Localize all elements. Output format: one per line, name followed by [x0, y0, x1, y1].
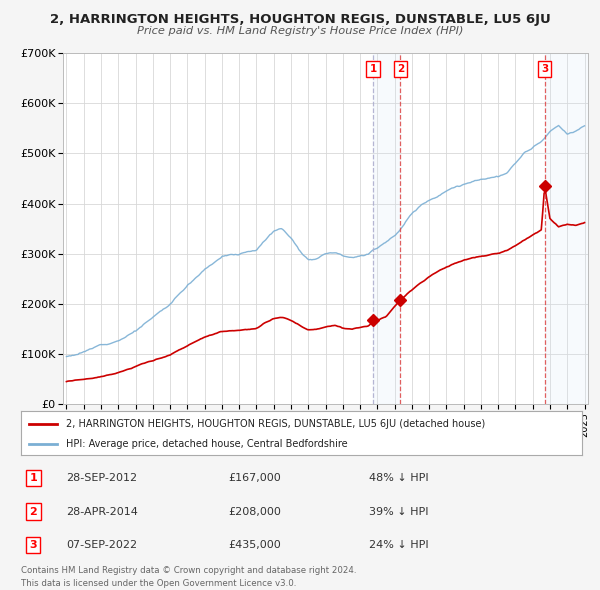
- Text: HPI: Average price, detached house, Central Bedfordshire: HPI: Average price, detached house, Cent…: [66, 438, 347, 448]
- Bar: [373, 53, 400, 404]
- Text: 39% ↓ HPI: 39% ↓ HPI: [369, 507, 428, 516]
- Text: £208,000: £208,000: [229, 507, 281, 516]
- Text: £167,000: £167,000: [229, 473, 281, 483]
- Text: 2, HARRINGTON HEIGHTS, HOUGHTON REGIS, DUNSTABLE, LU5 6JU (detached house): 2, HARRINGTON HEIGHTS, HOUGHTON REGIS, D…: [66, 419, 485, 428]
- Text: 2: 2: [29, 507, 37, 516]
- Text: Contains HM Land Registry data © Crown copyright and database right 2024.: Contains HM Land Registry data © Crown c…: [21, 566, 356, 575]
- Text: This data is licensed under the Open Government Licence v3.0.: This data is licensed under the Open Gov…: [21, 579, 296, 588]
- Text: 28-SEP-2012: 28-SEP-2012: [66, 473, 137, 483]
- Text: 3: 3: [541, 64, 548, 74]
- Text: 3: 3: [29, 540, 37, 550]
- Text: 2: 2: [397, 64, 404, 74]
- Text: 07-SEP-2022: 07-SEP-2022: [66, 540, 137, 550]
- Text: 1: 1: [370, 64, 377, 74]
- Text: 2, HARRINGTON HEIGHTS, HOUGHTON REGIS, DUNSTABLE, LU5 6JU: 2, HARRINGTON HEIGHTS, HOUGHTON REGIS, D…: [50, 13, 550, 26]
- Text: £435,000: £435,000: [229, 540, 281, 550]
- Text: Price paid vs. HM Land Registry's House Price Index (HPI): Price paid vs. HM Land Registry's House …: [137, 26, 463, 36]
- Text: 48% ↓ HPI: 48% ↓ HPI: [369, 473, 428, 483]
- Bar: [545, 53, 590, 404]
- Text: 24% ↓ HPI: 24% ↓ HPI: [369, 540, 428, 550]
- Text: 1: 1: [29, 473, 37, 483]
- Text: 28-APR-2014: 28-APR-2014: [66, 507, 138, 516]
